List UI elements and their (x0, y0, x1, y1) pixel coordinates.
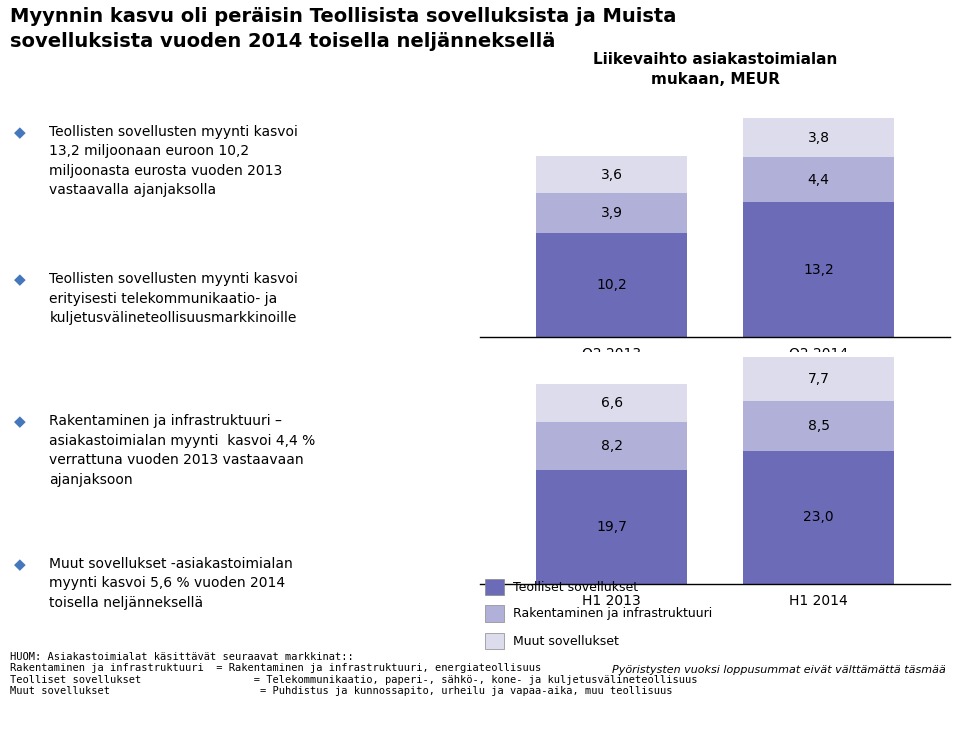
Bar (537, 384, 687, 422)
Bar (485, 579, 503, 595)
Text: Myynnin kasvu oli peräisin Teollisista sovelluksista ja Muista
sovelluksista vuo: Myynnin kasvu oli peräisin Teollisista s… (10, 7, 676, 52)
Bar (537, 193, 687, 233)
Text: 4,4: 4,4 (807, 173, 829, 187)
Text: 7,7: 7,7 (807, 372, 829, 386)
Bar (743, 451, 894, 584)
Text: Rakentaminen ja infrastruktuuri –
asiakastoimialan myynti  kasvoi 4,4 %
verrattu: Rakentaminen ja infrastruktuuri – asiaka… (49, 414, 316, 487)
Bar (485, 605, 503, 622)
Text: Rakentaminen ja infrastruktuuri: Rakentaminen ja infrastruktuuri (513, 607, 712, 620)
Text: ◆: ◆ (14, 273, 26, 288)
Bar (537, 233, 687, 337)
Text: 8,5: 8,5 (807, 419, 829, 433)
Text: Pyöristysten vuoksi loppusummat eivät välttämättä täsmää: Pyöristysten vuoksi loppusummat eivät vä… (612, 665, 946, 676)
Text: ◆: ◆ (14, 414, 26, 429)
Bar (743, 202, 894, 337)
Bar (537, 157, 687, 193)
Text: ◆: ◆ (14, 125, 26, 140)
Text: Muut sovellukset -asiakastoimialan
myynti kasvoi 5,6 % vuoden 2014
toisella nelj: Muut sovellukset -asiakastoimialan myynt… (49, 557, 293, 610)
Text: 3,6: 3,6 (601, 168, 623, 182)
Text: ◆: ◆ (14, 557, 26, 571)
Text: Teollisten sovellusten myynti kasvoi
13,2 miljoonaan euroon 10,2
miljoonasta eur: Teollisten sovellusten myynti kasvoi 13,… (49, 125, 299, 197)
Text: HUOM: Asiakastoimialat käsittävät seuraavat markkinat::
Rakentaminen ja infrastr: HUOM: Asiakastoimialat käsittävät seuraa… (10, 652, 697, 697)
Text: 10,2: 10,2 (596, 278, 627, 292)
Text: 3,9: 3,9 (601, 206, 623, 220)
Bar (743, 401, 894, 451)
Bar (537, 422, 687, 470)
Text: Teolliset sovellukset: Teolliset sovellukset (513, 580, 638, 594)
Text: 13,2: 13,2 (804, 263, 834, 276)
Bar (743, 357, 894, 401)
Bar (743, 118, 894, 157)
Text: 8,2: 8,2 (601, 439, 623, 453)
Text: 3,8: 3,8 (807, 131, 829, 145)
Text: Teollisten sovellusten myynti kasvoi
erityisesti telekommunikaatio- ja
kuljetusv: Teollisten sovellusten myynti kasvoi eri… (49, 273, 299, 325)
Text: 19,7: 19,7 (596, 520, 627, 534)
Text: Liikevaihto asiakastoimialan
mukaan, MEUR: Liikevaihto asiakastoimialan mukaan, MEU… (593, 52, 837, 87)
Bar (485, 633, 503, 649)
Text: 23,0: 23,0 (804, 511, 834, 524)
Bar (537, 470, 687, 584)
Text: Muut sovellukset: Muut sovellukset (513, 634, 619, 648)
Text: 6,6: 6,6 (601, 396, 623, 410)
Bar (743, 157, 894, 202)
